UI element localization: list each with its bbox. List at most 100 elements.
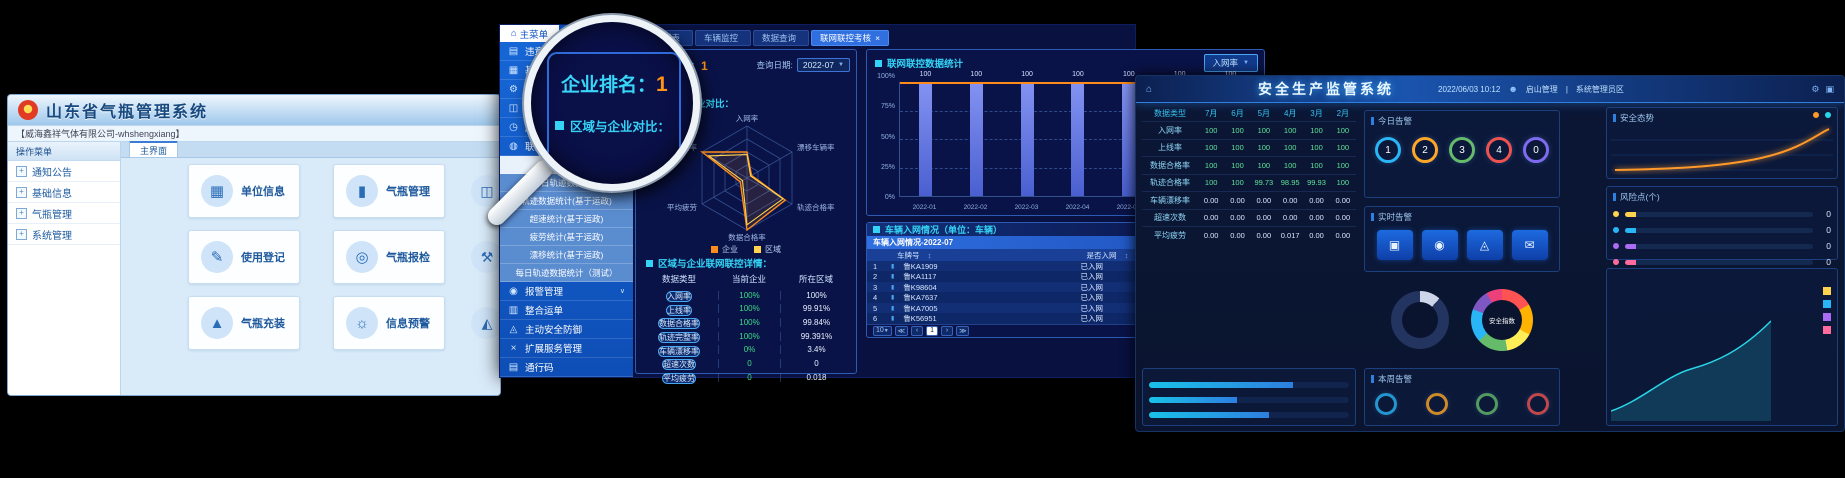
status-column-header[interactable]: 是否入网 ↕	[1086, 250, 1129, 260]
table-row[interactable]: 1 ▮ 鲁KA1909 已入网	[867, 260, 1264, 272]
sort-icon: ↕	[927, 250, 932, 260]
tab-main-view[interactable]: 主界面	[129, 141, 179, 157]
expand-plus-icon[interactable]: +	[16, 228, 27, 240]
tab-close-icon[interactable]: ×	[875, 33, 881, 43]
data-type-chip[interactable]: 入网率	[666, 291, 692, 302]
table-row[interactable]: 2 ▮ 鲁KA1117 已入网	[867, 271, 1264, 282]
sidebar-menu-item[interactable]: + 系统管理	[8, 224, 120, 245]
sidebar-submenu-item[interactable]: 漂移统计(基于运政)	[500, 246, 633, 264]
module-button[interactable]: ✎ 使用登记	[188, 230, 300, 284]
sidebar-submenu-item[interactable]: 超速统计(基于运政)	[500, 210, 633, 228]
role-label[interactable]: 系统管理员区	[1575, 84, 1624, 94]
menu-item-label: 通行码	[525, 363, 554, 374]
alarm-tile[interactable]: ◬	[1466, 230, 1503, 260]
sidebar-home-tab[interactable]: ⌂ 主菜单	[500, 25, 559, 42]
last-page-button[interactable]: ≫	[956, 325, 970, 336]
datetime-label: 2022/06/03 10:12	[1438, 84, 1501, 94]
page-input[interactable]: 1	[926, 325, 939, 336]
legend-dot-cyan	[1825, 112, 1831, 118]
data-type-chip[interactable]: 轨迹完整率	[658, 332, 700, 344]
region-value: 3.4%	[780, 345, 852, 355]
sidebar-menu-item[interactable]: ◬ 主动安全防御	[500, 320, 633, 339]
network-status: 已入网	[1080, 282, 1104, 292]
bar[interactable]: 100	[969, 71, 983, 196]
sidebar-menu-item[interactable]: × 扩展服务管理	[500, 339, 633, 358]
month-column-header: 数据类型	[1154, 109, 1186, 118]
network-status: 已入网	[1080, 293, 1104, 303]
first-page-button[interactable]: ≪	[894, 325, 909, 336]
home-icon[interactable]: ⌂	[1146, 83, 1153, 95]
module-button[interactable]: ▦ 单位信息	[188, 164, 300, 218]
company-value: 0%	[718, 345, 780, 355]
sidebar-menu-item[interactable]: + 气瓶管理	[8, 203, 120, 224]
expand-plus-icon[interactable]: +	[16, 165, 27, 177]
next-page-button[interactable]: ›	[941, 325, 954, 336]
sidebar-submenu-item[interactable]: 轨迹数据统计(基于运政)	[500, 192, 633, 210]
stats-filter-dropdown[interactable]: 入网率 ▼	[1203, 54, 1258, 72]
data-type-chip[interactable]: 平均疲劳	[662, 373, 696, 385]
sidebar-submenu-item[interactable]: 疲劳统计(基于运政)	[500, 228, 633, 246]
sidebar-submenu-item[interactable]: 每日轨迹数据统计（测试）	[500, 264, 633, 282]
page-size-select[interactable]: 10 ▼	[873, 325, 892, 336]
plate-number: 鲁KA1117	[903, 272, 937, 282]
data-type-chip[interactable]: 数据合格率	[658, 318, 700, 330]
tab-label: 联网联控考核	[820, 33, 872, 43]
table-row[interactable]: 6 ▮ 鲁K56951 已入网	[867, 313, 1264, 324]
region-value: 0.018	[780, 372, 852, 382]
table-row[interactable]: 3 ▮ 鲁K98604 已入网	[867, 281, 1264, 293]
module-button[interactable]: ◎ 气瓶报检	[333, 230, 445, 284]
table-row[interactable]: 5 ▮ 鲁KA7005 已入网	[867, 302, 1264, 314]
module-button[interactable]: ▲ 气瓶充装	[188, 296, 300, 350]
safety-trend-panel: 安全态势	[1606, 107, 1838, 179]
bar[interactable]: 100	[918, 71, 932, 196]
alarm-tile[interactable]: ◉	[1421, 230, 1458, 260]
risk-row: 0	[1613, 257, 1831, 267]
row-index: 4	[873, 293, 878, 303]
content-tab[interactable]: 数据查询	[753, 30, 810, 46]
alarm-tile[interactable]: ▣	[1376, 230, 1413, 260]
legend-item[interactable]: 区域	[754, 244, 781, 255]
alarm-count-gauge	[1375, 393, 1397, 415]
data-type-chip[interactable]: 上线率	[666, 304, 692, 316]
fullscreen-icon[interactable]: ▣	[1825, 83, 1834, 94]
partial-module-icon[interactable]: ◭	[471, 307, 500, 339]
bar[interactable]: 100	[1122, 71, 1136, 196]
sidebar-menu-item[interactable]: ▥ 整合运单	[500, 301, 633, 320]
bar[interactable]: 100	[1071, 71, 1085, 196]
panel-title: 今日告警	[1371, 115, 1553, 127]
risk-count: 0	[1826, 257, 1831, 267]
radar-axis-label: 入网率	[736, 113, 759, 123]
sidebar-menu-item[interactable]: + 通知公告	[8, 161, 120, 182]
expand-plus-icon[interactable]: +	[16, 186, 27, 198]
sidebar-menu-item[interactable]: ▤ 通行码	[500, 358, 633, 377]
mini-bar	[1149, 397, 1349, 403]
partial-module-icon[interactable]: ⚒	[471, 241, 500, 273]
settings-gear-icon[interactable]: ⚙	[1811, 83, 1820, 94]
query-date-select[interactable]: 2022-07 ▼	[796, 58, 850, 72]
user-name[interactable]: 启山管理	[1525, 84, 1558, 94]
prev-page-button[interactable]: ‹	[911, 325, 924, 336]
data-type-chip[interactable]: 超速次数	[662, 359, 696, 371]
y-axis-labels: 100% 75% 50% 25% 0%	[871, 73, 897, 201]
sidebar-menu-item[interactable]: ◉ 报警管理 ∨	[500, 282, 633, 301]
x-tick-label: 2022-02	[963, 204, 988, 211]
legend-item[interactable]: 企业	[711, 244, 738, 255]
alarm-tile[interactable]: ✉	[1511, 230, 1548, 260]
module-button[interactable]: ▮ 气瓶管理	[333, 164, 445, 218]
region-value: 99.391%	[780, 331, 852, 341]
expand-plus-icon[interactable]: +	[16, 207, 27, 219]
sidebar-menu-item[interactable]: + 基础信息	[8, 182, 120, 203]
partial-module-icon[interactable]: ◫	[471, 175, 500, 207]
module-button[interactable]: ☼ 信息预警	[333, 296, 445, 350]
menu-item-icon: ⚙	[509, 83, 518, 95]
content-tab[interactable]: 联网联控考核 ×	[811, 30, 890, 46]
column-header: 当前企业	[731, 274, 766, 284]
bar[interactable]: 100	[1020, 71, 1034, 196]
plate-column-header[interactable]: 车牌号 ↕	[897, 250, 932, 260]
data-type-chip[interactable]: 车辆漂移率	[658, 345, 700, 357]
plate-number: 鲁KA1909	[903, 261, 938, 271]
table-row[interactable]: 4 ▮ 鲁KA7637 已入网	[867, 292, 1264, 303]
content-tab[interactable]: 车辆监控	[695, 30, 752, 46]
module-label: 气瓶报检	[386, 252, 430, 264]
plate-number: 鲁KA7005	[903, 303, 938, 313]
